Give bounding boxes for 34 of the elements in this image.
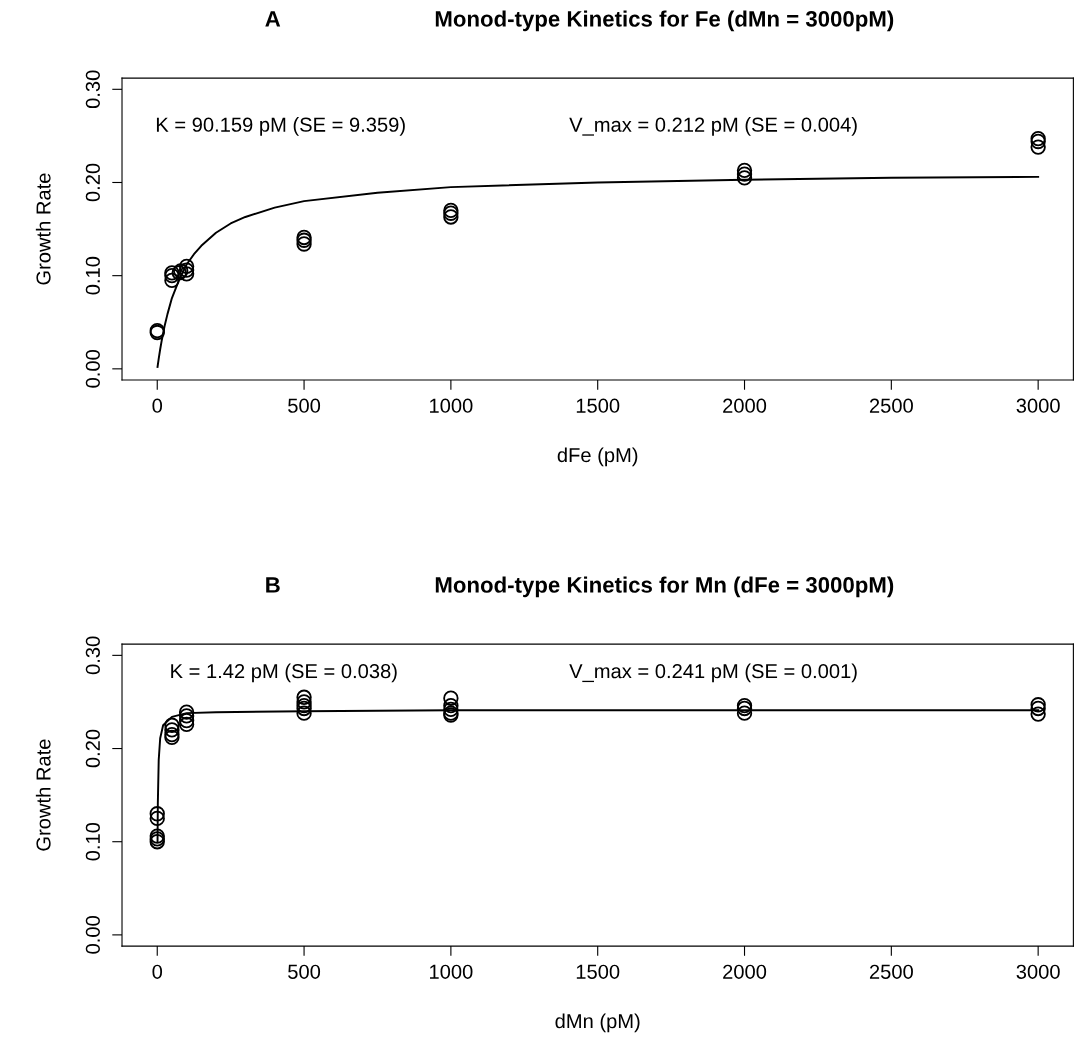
text: A [265,11,281,27]
annotation: K = 90.159 pM (SE = 9.359) [156,117,405,136]
x-tick-label: 3000 [1016,964,1060,979]
x-tick-label: 1000 [430,964,473,979]
x-tick-label: 3000 [1016,398,1060,413]
y-tick-label: 0.30 [85,636,100,675]
y-tick-label: 0.20 [85,163,100,202]
x-tick-label: 0 [152,964,163,979]
annotation: V_max = 0.241 pM (SE = 0.001) [569,663,857,683]
x-tick-label: 500 [288,964,321,979]
x-tick-label: 1500 [576,964,620,979]
annotation: V_max = 0.212 pM (SE = 0.004) [569,117,857,136]
x-tick-label: 1500 [576,398,620,413]
y-tick-label: 0.20 [85,729,100,768]
annotation: K = 1.42 pM (SE = 0.038) [171,663,397,683]
y-axis-title: Growth Rate [35,739,51,851]
x-tick-label: 2000 [723,398,767,413]
x-axis-title: dMn (pM) [555,1013,640,1033]
y-tick-label: 0.30 [85,70,100,109]
chart-title: Monod-type Kinetics for Fe (dMn = 3000pM) [435,10,894,32]
x-tick-label: 1000 [430,398,473,413]
y-tick-label: 0.10 [85,256,100,295]
x-tick-label: 500 [288,398,321,413]
chart-title: Monod-type Kinetics for Mn (dFe = 3000pM) [435,576,894,598]
x-tick-label: 2000 [723,964,767,979]
text: B [266,577,280,593]
y-tick-label: 0.00 [85,350,100,388]
y-tick-label: 0.10 [85,822,100,861]
x-tick-label: 2500 [869,398,913,413]
y-tick-label: 0.00 [85,916,100,954]
y-axis-title: Growth Rate [35,173,51,285]
x-tick-label: 2500 [869,964,913,979]
x-axis-title: dFe (pM) [557,447,638,467]
x-tick-label: 0 [152,398,163,413]
